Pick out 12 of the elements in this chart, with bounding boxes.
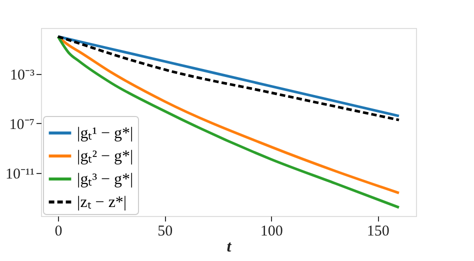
legend-label: |zₜ − z*| (77, 194, 127, 211)
y-tick-label: 10⁻⁷ (9, 116, 34, 133)
x-tick-label: 100 (260, 224, 283, 240)
legend-label: |gₜ³ − g*| (77, 171, 134, 188)
x-tick-label: 150 (366, 224, 390, 240)
legend-label: |gₜ² − g*| (77, 148, 134, 165)
x-axis-title: t (226, 238, 232, 256)
x-tick-label: 50 (158, 224, 173, 240)
legend-label: |gₜ¹ − g*| (77, 125, 134, 142)
y-tick-label: 10⁻³ (10, 67, 35, 84)
y-tick-label: 10⁻¹¹ (6, 166, 34, 183)
x-tick-label: 0 (54, 224, 62, 240)
